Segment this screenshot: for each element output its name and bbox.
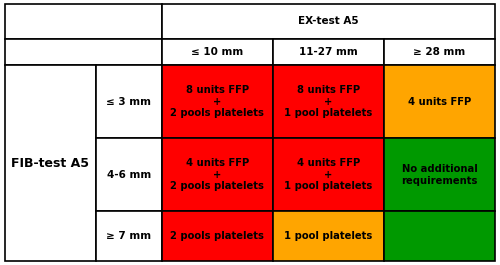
Bar <box>162 65 273 138</box>
Bar <box>96 65 162 138</box>
Bar <box>384 38 495 65</box>
Bar <box>96 138 162 211</box>
Bar <box>384 138 495 211</box>
Text: 2 pools platelets: 2 pools platelets <box>170 231 264 241</box>
Text: ≤ 3 mm: ≤ 3 mm <box>106 97 151 107</box>
Bar <box>162 138 273 211</box>
Text: ≤ 10 mm: ≤ 10 mm <box>191 47 244 57</box>
Text: 8 units FFP
+
1 pool platelets: 8 units FFP + 1 pool platelets <box>284 85 372 118</box>
Bar <box>384 211 495 261</box>
Text: 4-6 mm: 4-6 mm <box>106 170 151 180</box>
Bar <box>384 65 495 138</box>
Text: 4 units FFP
+
2 pools platelets: 4 units FFP + 2 pools platelets <box>170 158 264 191</box>
Text: FIB-test A5: FIB-test A5 <box>12 157 90 170</box>
Text: 1 pool platelets: 1 pool platelets <box>284 231 372 241</box>
Text: ≥ 28 mm: ≥ 28 mm <box>414 47 466 57</box>
Bar <box>273 65 384 138</box>
Text: 4 units FFP: 4 units FFP <box>408 97 471 107</box>
Bar <box>273 211 384 261</box>
Text: 8 units FFP
+
2 pools platelets: 8 units FFP + 2 pools platelets <box>170 85 264 118</box>
Bar <box>162 4 495 38</box>
Bar <box>162 211 273 261</box>
Bar <box>273 38 384 65</box>
Bar <box>5 38 162 65</box>
Text: ≥ 7 mm: ≥ 7 mm <box>106 231 152 241</box>
Bar <box>162 38 273 65</box>
Bar <box>5 4 162 38</box>
Bar <box>5 65 96 261</box>
Text: 4 units FFP
+
1 pool platelets: 4 units FFP + 1 pool platelets <box>284 158 372 191</box>
Bar <box>96 211 162 261</box>
Text: 11-27 mm: 11-27 mm <box>299 47 358 57</box>
Text: EX-test A5: EX-test A5 <box>298 16 358 26</box>
Text: No additional
requirements: No additional requirements <box>402 164 477 186</box>
Bar <box>273 138 384 211</box>
